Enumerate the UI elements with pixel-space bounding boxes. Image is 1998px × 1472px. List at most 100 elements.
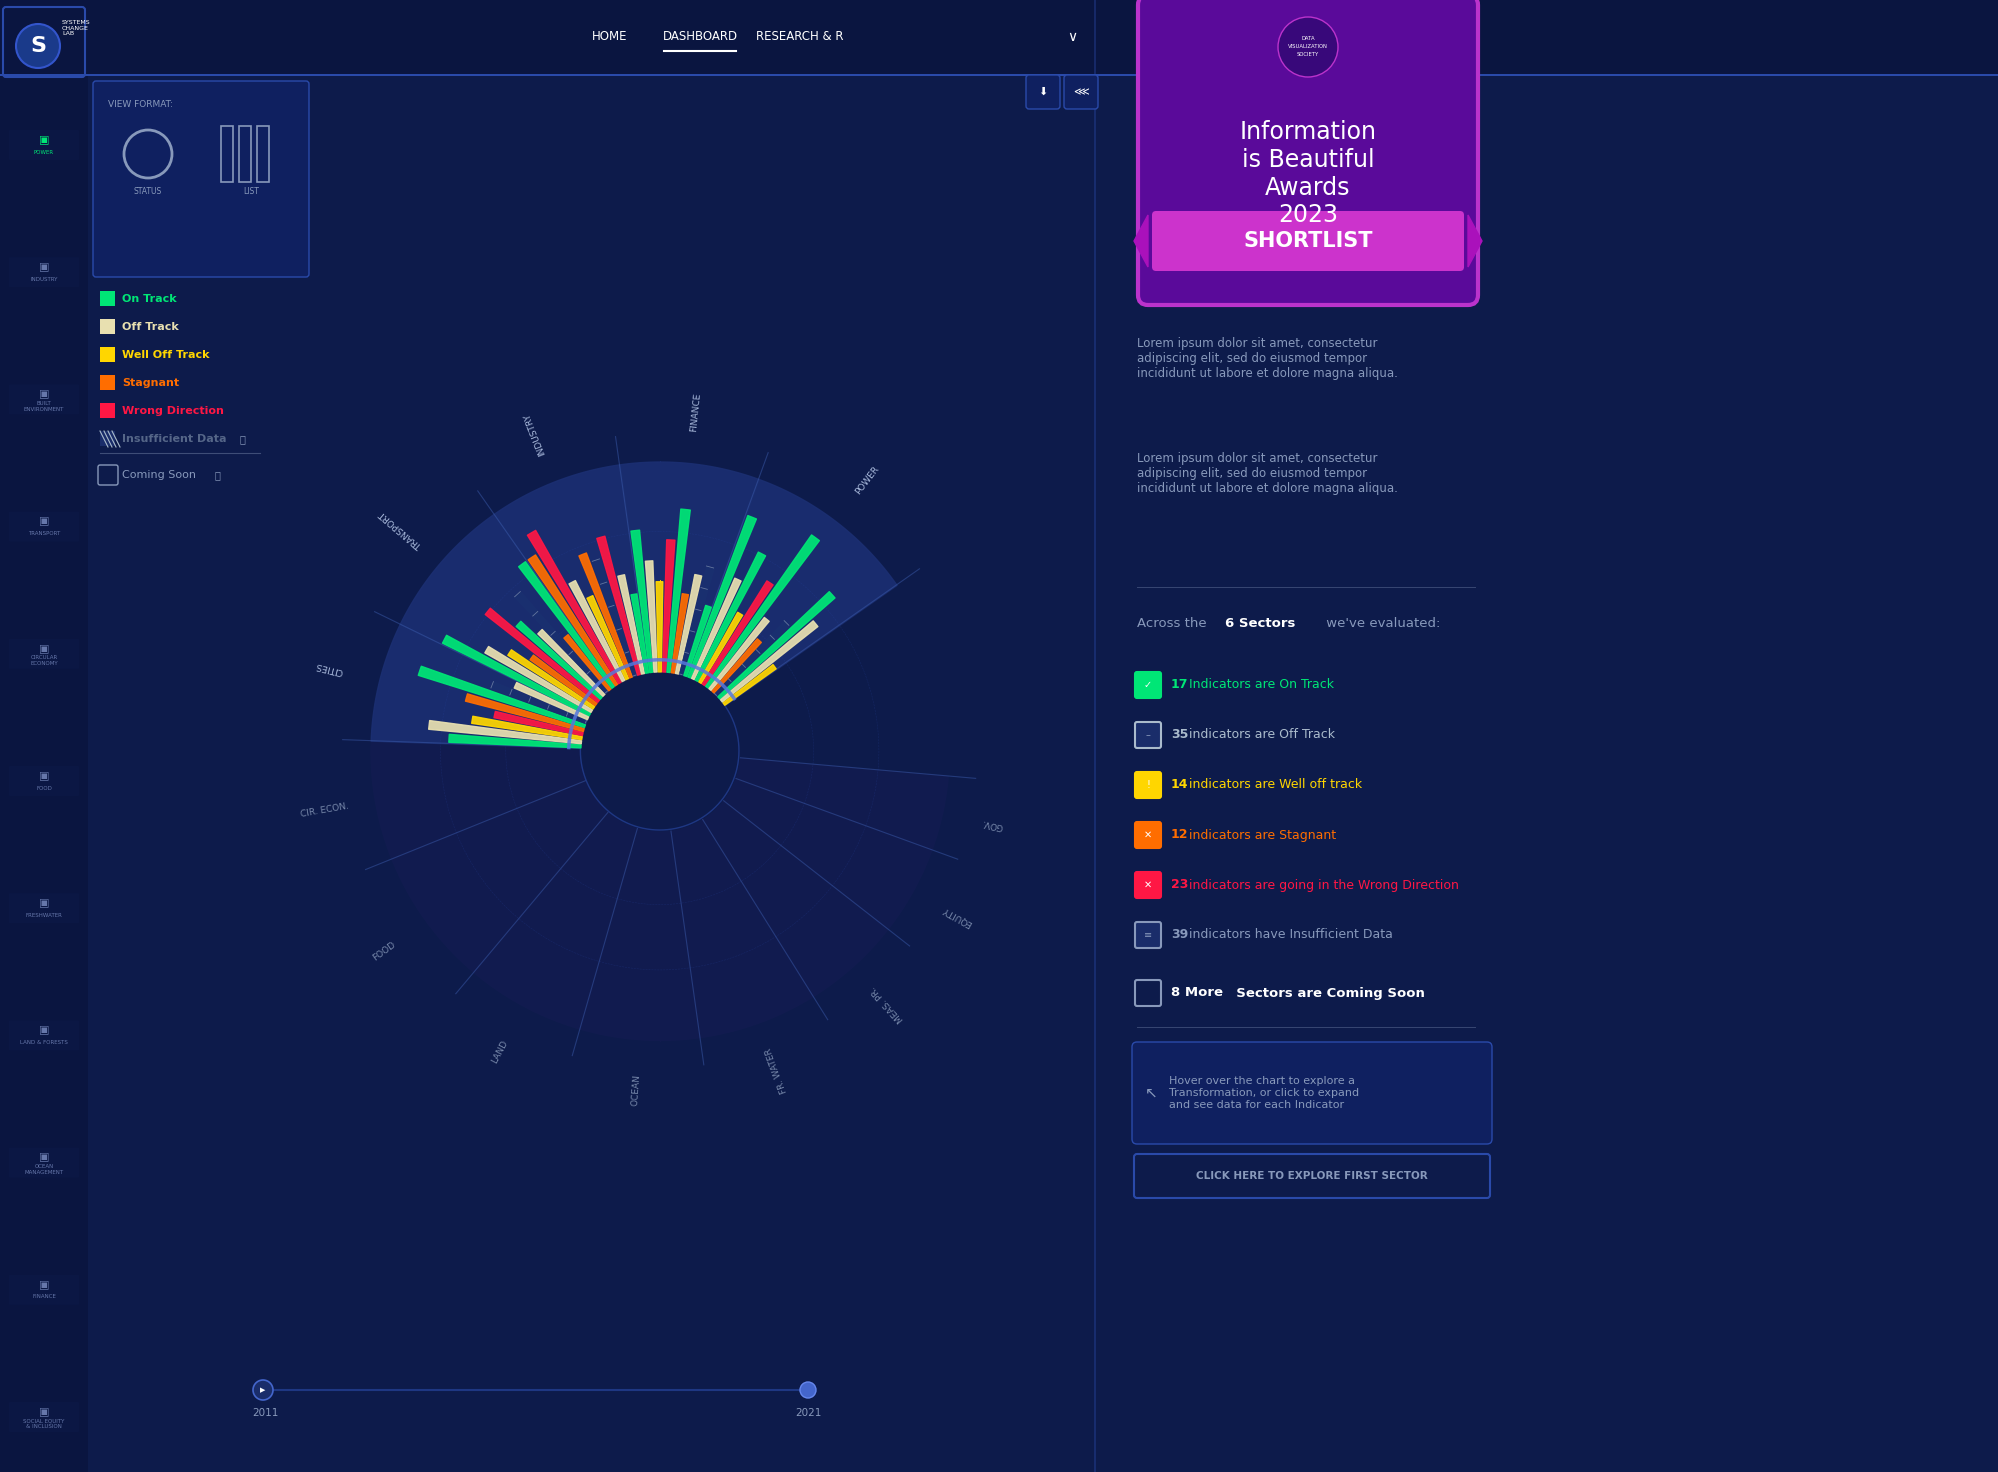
Text: On Track: On Track: [122, 294, 176, 305]
Text: CLICK HERE TO EXPLORE FIRST SECTOR: CLICK HERE TO EXPLORE FIRST SECTOR: [1195, 1172, 1427, 1181]
FancyBboxPatch shape: [1135, 771, 1161, 798]
FancyBboxPatch shape: [10, 894, 80, 923]
Text: indicators are Stagnant: indicators are Stagnant: [1185, 829, 1335, 842]
Text: !: !: [1145, 780, 1149, 790]
Text: Hover over the chart to explore a
Transformation, or click to expand
and see dat: Hover over the chart to explore a Transf…: [1169, 1076, 1359, 1110]
Text: 12: 12: [1171, 829, 1189, 842]
FancyBboxPatch shape: [4, 7, 86, 77]
Text: –: –: [1145, 730, 1151, 740]
Text: Stagnant: Stagnant: [122, 378, 180, 389]
Text: SHORTLIST: SHORTLIST: [1243, 231, 1373, 252]
FancyBboxPatch shape: [1135, 980, 1161, 1005]
Circle shape: [16, 24, 60, 68]
Text: Across the: Across the: [1137, 617, 1211, 630]
Bar: [0, 0, 1998, 74]
FancyBboxPatch shape: [98, 465, 118, 484]
Polygon shape: [1467, 215, 1481, 266]
Text: Well Off Track: Well Off Track: [122, 350, 210, 361]
FancyBboxPatch shape: [10, 1148, 80, 1178]
Bar: [100, 403, 116, 418]
Text: ▣: ▣: [38, 1407, 50, 1418]
FancyBboxPatch shape: [1025, 75, 1059, 109]
FancyBboxPatch shape: [1135, 871, 1161, 898]
Bar: [100, 319, 116, 334]
Text: Insufficient Data: Insufficient Data: [122, 434, 226, 445]
Text: ▣: ▣: [38, 1026, 50, 1035]
Text: VISUALIZATION: VISUALIZATION: [1287, 44, 1327, 50]
Text: POWER: POWER: [853, 465, 881, 496]
Circle shape: [799, 1382, 815, 1398]
Text: ▣: ▣: [38, 517, 50, 527]
Bar: [100, 347, 116, 362]
FancyBboxPatch shape: [94, 81, 310, 277]
Bar: [258, 127, 270, 183]
Text: FRESHWATER: FRESHWATER: [26, 913, 62, 917]
Text: ▣: ▣: [38, 643, 50, 654]
Text: indicators are going in the Wrong Direction: indicators are going in the Wrong Direct…: [1185, 879, 1459, 892]
Bar: [0, 74, 1998, 77]
Text: ≡: ≡: [1143, 930, 1151, 941]
FancyBboxPatch shape: [10, 384, 80, 415]
Text: EQUITY: EQUITY: [941, 904, 973, 927]
Text: TRANSPORT: TRANSPORT: [28, 531, 60, 536]
Text: INDUSTRY: INDUSTRY: [30, 277, 58, 281]
FancyBboxPatch shape: [10, 258, 80, 287]
Text: BUILT
ENVIRONMENT: BUILT ENVIRONMENT: [24, 400, 64, 412]
Text: S: S: [30, 35, 46, 56]
FancyBboxPatch shape: [1131, 1042, 1491, 1144]
Text: OCEAN
MANAGEMENT: OCEAN MANAGEMENT: [24, 1164, 64, 1175]
Text: Sectors are Coming Soon: Sectors are Coming Soon: [1227, 986, 1425, 999]
Text: DATA: DATA: [1301, 37, 1315, 41]
Text: DASHBOARD: DASHBOARD: [661, 31, 737, 44]
Text: ▣: ▣: [38, 1153, 50, 1163]
FancyBboxPatch shape: [1063, 75, 1097, 109]
Text: POWER: POWER: [34, 150, 54, 155]
Text: 17: 17: [1171, 679, 1189, 692]
Text: ⬇: ⬇: [1037, 87, 1047, 97]
Text: INDUSTRY: INDUSTRY: [521, 411, 547, 456]
Text: ⋘: ⋘: [1073, 87, 1089, 97]
Text: Information
is Beautiful
Awards
2023: Information is Beautiful Awards 2023: [1239, 121, 1377, 227]
Text: GOV.: GOV.: [979, 817, 1003, 832]
Circle shape: [254, 1381, 274, 1400]
Text: Indicators are On Track: Indicators are On Track: [1185, 679, 1333, 692]
Bar: [100, 431, 116, 446]
Text: ↖: ↖: [1145, 1085, 1157, 1101]
Bar: [100, 375, 116, 390]
FancyBboxPatch shape: [1135, 821, 1161, 848]
Text: VIEW FORMAT:: VIEW FORMAT:: [108, 100, 172, 109]
FancyBboxPatch shape: [10, 765, 80, 796]
Text: ▣: ▣: [38, 135, 50, 146]
Text: Lorem ipsum dolor sit amet, consectetur
adipiscing elit, sed do eiusmod tempor
i: Lorem ipsum dolor sit amet, consectetur …: [1137, 452, 1397, 495]
Text: SOCIAL EQUITY
& INCLUSION: SOCIAL EQUITY & INCLUSION: [24, 1419, 64, 1429]
Text: Off Track: Off Track: [122, 322, 178, 333]
FancyBboxPatch shape: [10, 130, 80, 160]
Text: HOME: HOME: [591, 31, 627, 44]
Text: ▣: ▣: [38, 1279, 50, 1289]
Text: 6 Sectors: 6 Sectors: [1225, 617, 1295, 630]
Text: LIST: LIST: [244, 187, 260, 196]
FancyBboxPatch shape: [1151, 210, 1463, 271]
Text: CITIES: CITIES: [314, 661, 344, 676]
Text: ✕: ✕: [1143, 830, 1151, 841]
FancyBboxPatch shape: [10, 1401, 80, 1432]
Bar: [240, 127, 252, 183]
Text: 39: 39: [1171, 929, 1187, 942]
Text: TRANSPORT: TRANSPORT: [378, 509, 424, 551]
FancyBboxPatch shape: [1135, 921, 1161, 948]
Text: ⓘ: ⓘ: [216, 470, 220, 480]
Text: FR. WATER: FR. WATER: [763, 1047, 787, 1095]
Text: 2011: 2011: [252, 1409, 278, 1418]
Text: FINANCE: FINANCE: [689, 392, 701, 433]
Text: FOOD: FOOD: [372, 939, 398, 963]
Text: ▣: ▣: [38, 771, 50, 782]
Bar: [0, 0, 88, 1472]
Text: FOOD: FOOD: [36, 786, 52, 790]
Text: MEAS. PR.: MEAS. PR.: [869, 983, 905, 1023]
Bar: [222, 127, 234, 183]
Bar: [100, 291, 116, 306]
Text: CIR. ECON.: CIR. ECON.: [300, 801, 350, 818]
Text: OCEAN: OCEAN: [629, 1075, 641, 1107]
FancyBboxPatch shape: [1135, 721, 1161, 748]
Text: ▣: ▣: [38, 390, 50, 399]
